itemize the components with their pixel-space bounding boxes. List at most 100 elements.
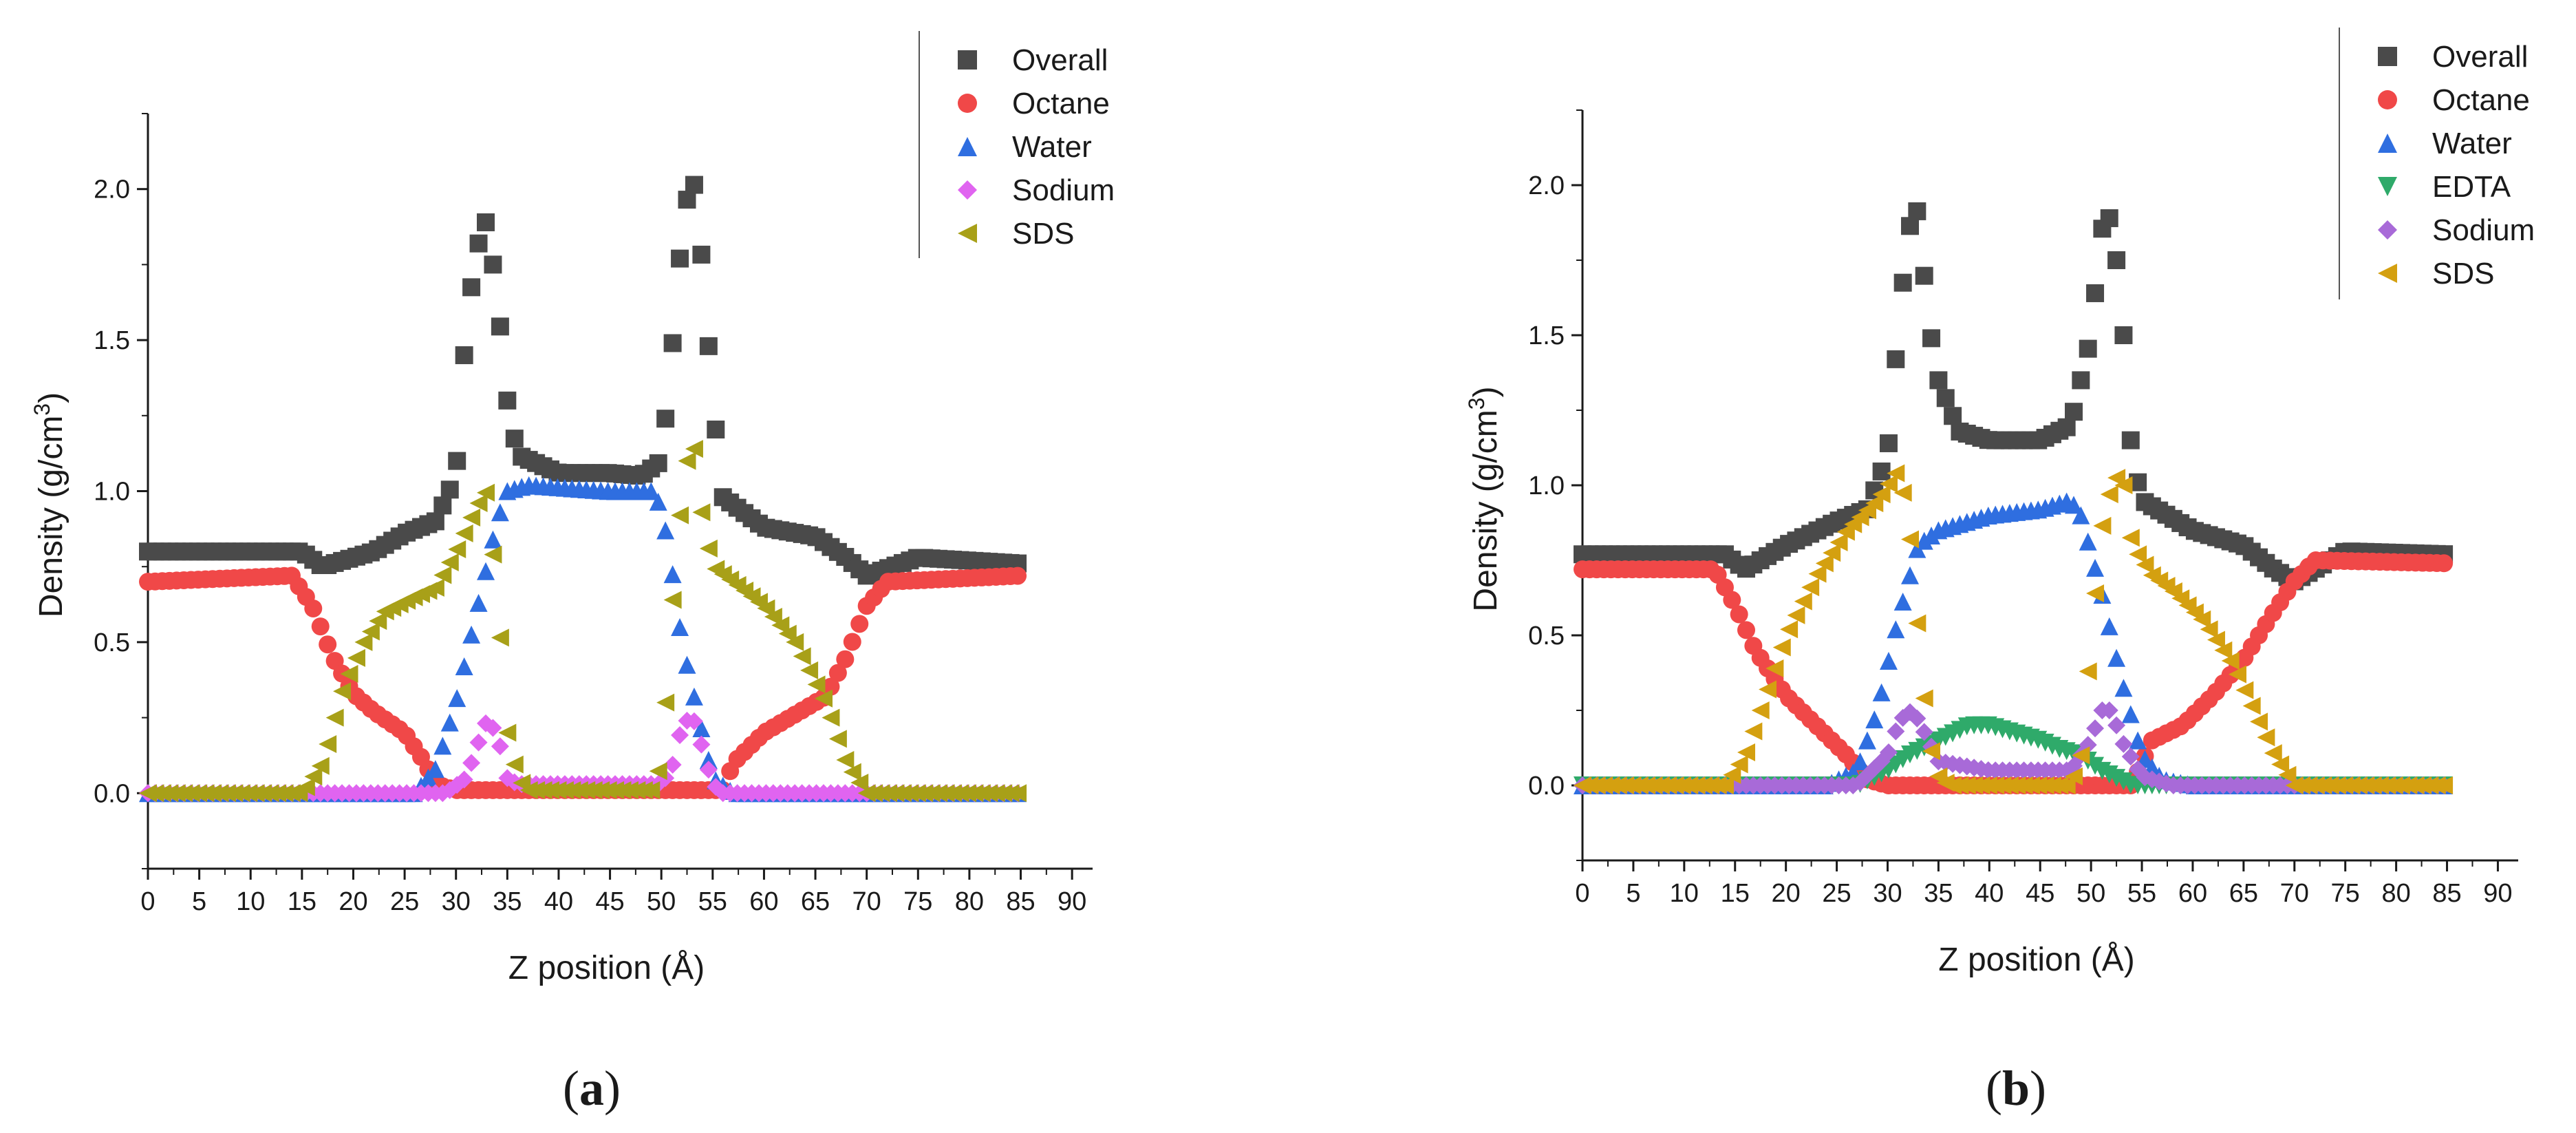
series-octane — [139, 566, 1027, 799]
x-tick-label: 80 — [2381, 879, 2410, 908]
x-tick-label: 30 — [442, 887, 471, 916]
data-point-water — [2072, 506, 2090, 525]
data-point-sds — [505, 755, 524, 774]
data-point-water — [656, 521, 675, 540]
data-point-sds — [297, 778, 315, 796]
data-point-water — [1872, 683, 1891, 701]
x-tick-label: 40 — [1975, 879, 2004, 908]
series-water — [1574, 492, 2454, 794]
data-point-sds — [778, 624, 797, 643]
data-point-sodium — [462, 754, 481, 772]
data-point-sds — [1829, 533, 1848, 551]
data-point-sds — [2221, 652, 2240, 670]
data-point-sds — [1751, 701, 1770, 719]
x-tick-label: 10 — [1670, 879, 1699, 908]
data-point-octane — [843, 633, 861, 651]
data-point-overall — [491, 317, 509, 336]
data-point-overall — [462, 278, 481, 297]
data-point-sds — [2100, 485, 2118, 504]
data-point-sds — [2065, 767, 2083, 785]
data-point-sds — [369, 612, 387, 631]
x-tick-label: 65 — [2229, 879, 2258, 908]
data-point-sodium — [2100, 701, 2118, 719]
data-point-water — [462, 625, 481, 644]
data-point-water — [469, 593, 488, 612]
data-point-sds — [678, 452, 696, 470]
legend-label-sds: SDS — [1012, 217, 1074, 251]
data-point-sds — [2086, 584, 2105, 602]
data-point-sds — [2057, 776, 2076, 794]
legend-label-overall: Overall — [1012, 43, 1108, 77]
data-point-sodium — [1887, 722, 1905, 741]
legend-marker-sodium — [958, 180, 977, 200]
y-tick-label: 1.0 — [1528, 472, 1565, 500]
legend-marker-octane — [958, 94, 977, 113]
data-point-sds — [2072, 746, 2090, 765]
data-point-sds — [2200, 620, 2218, 639]
data-point-sds — [462, 508, 481, 527]
data-point-sds — [1723, 765, 1741, 784]
data-point-sds — [2121, 529, 2140, 547]
x-tick-label: 25 — [1822, 879, 1851, 908]
data-point-overall — [699, 337, 718, 355]
data-point-sds — [484, 545, 502, 564]
data-point-overall — [2065, 403, 2083, 421]
x-tick-label: 45 — [2026, 879, 2054, 908]
data-point-sds — [426, 578, 444, 597]
data-point-sds — [1893, 483, 1912, 502]
data-point-sds — [311, 756, 330, 775]
data-point-sodium — [699, 761, 718, 779]
x-tick-label: 60 — [749, 887, 778, 916]
data-point-overall — [1893, 273, 1912, 292]
y-tick-label: 1.0 — [94, 478, 130, 507]
data-point-sds — [836, 751, 855, 770]
data-point-octane — [836, 650, 855, 668]
legend-label-water: Water — [1012, 130, 1092, 164]
data-point-sds — [333, 682, 352, 701]
data-point-sds — [1765, 659, 1784, 677]
data-point-water — [1901, 566, 1919, 584]
data-point-sds — [2235, 681, 2254, 699]
data-point-sds — [347, 648, 365, 667]
legend: Overall Octane Water EDTA Sodium SDS — [2339, 28, 2535, 299]
legend: Overall Octane Water Sodium SDS — [919, 31, 1115, 258]
data-point-sds — [1772, 638, 1791, 657]
y-axis-title: Density (g/cm3) — [1464, 386, 1504, 611]
data-point-overall — [469, 234, 488, 253]
data-point-water — [685, 687, 703, 706]
x-axis-title: Z position (Å) — [508, 950, 705, 986]
data-point-sds — [2278, 765, 2297, 784]
data-point-sds — [354, 633, 373, 651]
data-point-sds — [1808, 564, 1827, 583]
data-point-sds — [304, 767, 323, 786]
data-point-octane — [1737, 621, 1755, 639]
data-point-overall — [1944, 407, 1962, 425]
data-point-overall — [2121, 431, 2140, 449]
data-point-overall — [2086, 284, 2105, 302]
data-point-sds — [361, 622, 380, 641]
legend-label-octane: Octane — [2432, 83, 2530, 117]
legend-marker-water — [2378, 134, 2397, 153]
data-point-overall — [656, 410, 675, 428]
data-point-sds — [1780, 620, 1799, 639]
data-point-water — [1893, 592, 1912, 611]
data-point-sodium — [2121, 748, 2140, 766]
data-point-sodium — [484, 719, 502, 737]
x-tick-label: 35 — [493, 887, 522, 916]
data-point-overall — [1929, 371, 1948, 390]
data-point-overall — [1922, 329, 1941, 348]
data-point-sds — [319, 734, 337, 753]
chart-panel-a: 0 5 10 15 20 25 30 35 40 45 50 55 60 65 70 75 80 85 90 0.0 0… — [30, 31, 1115, 1116]
x-tick-label: 10 — [236, 887, 265, 916]
x-tick-label: 30 — [1873, 879, 1902, 908]
x-tick-label: 70 — [852, 887, 881, 916]
data-point-sds — [1908, 614, 1926, 633]
data-point-sds — [671, 506, 689, 525]
data-point-sodium — [692, 735, 711, 754]
data-point-sds — [491, 628, 509, 647]
data-point-overall — [2079, 339, 2097, 358]
data-point-water — [1865, 710, 1884, 729]
data-point-sds — [469, 494, 488, 513]
data-point-overall — [685, 176, 703, 194]
